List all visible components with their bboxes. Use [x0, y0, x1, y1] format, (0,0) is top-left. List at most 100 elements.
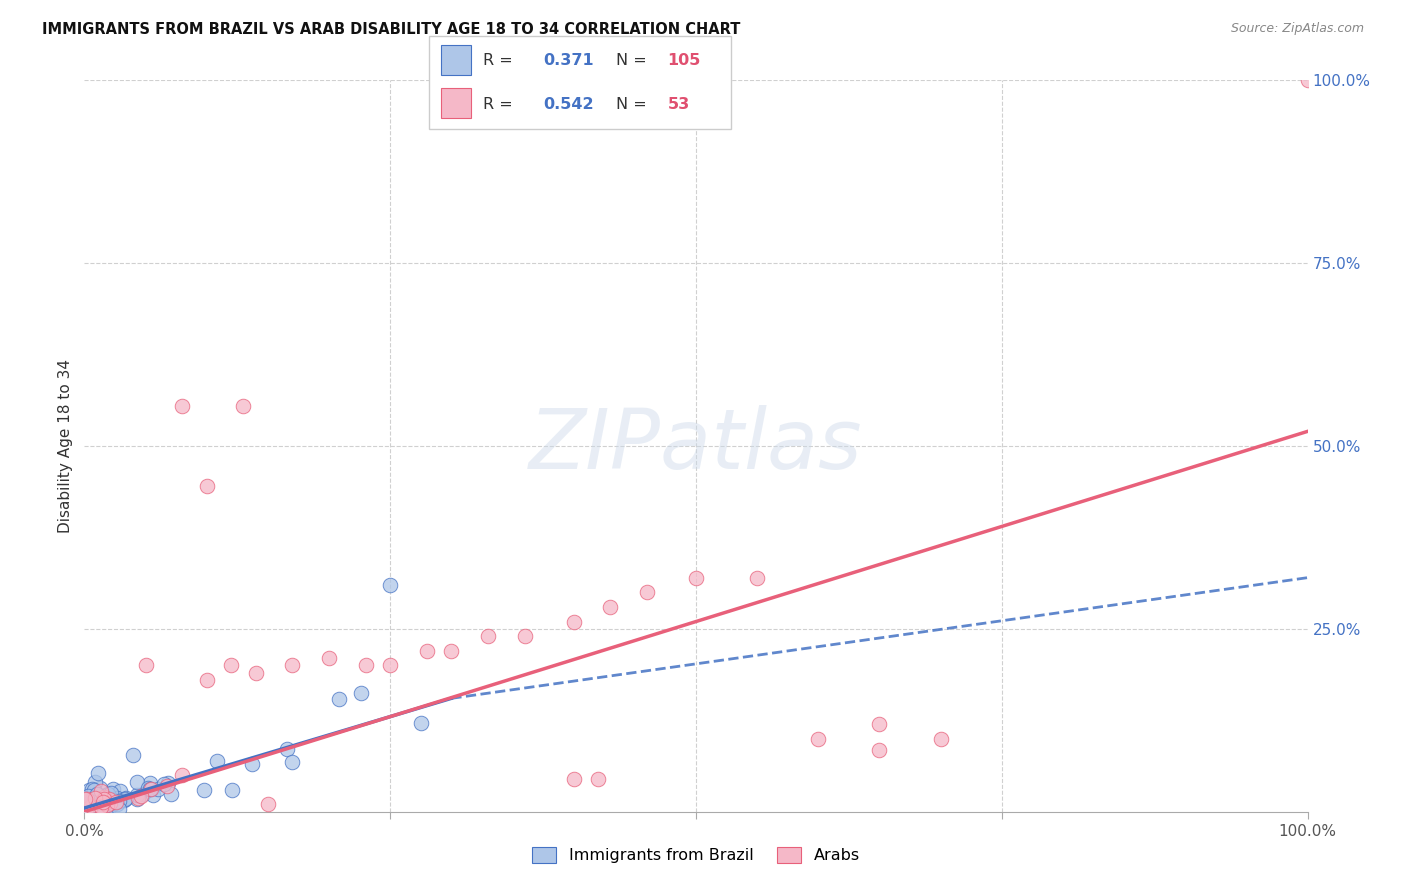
Point: [83, 800, 105, 814]
Point: [79, 793, 101, 807]
Point: [869, 742, 891, 756]
Point: [232, 399, 254, 413]
Point: [172, 399, 194, 413]
Point: [136, 780, 159, 795]
Point: [87, 800, 110, 814]
Point: [98, 798, 121, 813]
Point: [98, 792, 121, 806]
Point: [636, 585, 658, 599]
Point: [89, 780, 111, 795]
Point: [82, 798, 104, 813]
Point: [80, 795, 103, 809]
Point: [90, 798, 112, 813]
Point: [86, 790, 108, 805]
Point: [135, 658, 157, 673]
Point: [91, 795, 114, 809]
Point: [108, 802, 131, 816]
Point: [409, 715, 432, 730]
Point: [80, 789, 103, 803]
Text: R =: R =: [484, 96, 513, 112]
Point: [89, 800, 111, 814]
Point: [75, 798, 97, 813]
Point: [83, 775, 105, 789]
Point: [93, 790, 115, 805]
Point: [79, 782, 101, 797]
Point: [82, 801, 104, 815]
Text: 0.542: 0.542: [544, 96, 595, 112]
Point: [73, 797, 96, 812]
Point: [75, 803, 97, 817]
Point: [105, 790, 128, 805]
Point: [257, 797, 280, 812]
Point: [90, 800, 112, 814]
Point: [142, 788, 165, 802]
Point: [139, 782, 162, 797]
Point: [139, 776, 162, 790]
Point: [103, 793, 125, 807]
Point: [93, 798, 115, 813]
Point: [562, 615, 585, 629]
Point: [513, 629, 536, 643]
Text: 105: 105: [668, 54, 702, 69]
Point: [328, 691, 350, 706]
Point: [86, 792, 108, 806]
Legend: Immigrants from Brazil, Arabs: Immigrants from Brazil, Arabs: [526, 840, 866, 870]
Point: [1296, 73, 1319, 87]
Point: [84, 789, 107, 804]
Point: [599, 599, 621, 614]
Point: [84, 795, 107, 809]
Text: 53: 53: [668, 96, 690, 112]
Point: [101, 797, 124, 811]
Point: [76, 803, 98, 817]
Point: [354, 658, 377, 673]
Point: [76, 797, 98, 812]
Point: [929, 731, 952, 746]
Point: [240, 756, 263, 771]
Point: [125, 774, 148, 789]
Point: [160, 787, 183, 801]
Point: [87, 793, 110, 807]
Point: [73, 798, 96, 813]
Point: [100, 786, 122, 800]
FancyBboxPatch shape: [429, 36, 731, 129]
Point: [84, 793, 107, 807]
Point: [84, 787, 107, 801]
Point: [80, 788, 103, 802]
Point: [96, 798, 118, 813]
Point: [79, 798, 101, 813]
Point: [380, 658, 402, 673]
Point: [75, 804, 97, 818]
Point: [96, 798, 118, 813]
Point: [101, 782, 124, 797]
Point: [114, 792, 136, 806]
Point: [76, 791, 98, 805]
Point: [281, 658, 304, 673]
Text: N =: N =: [616, 54, 647, 69]
Point: [76, 799, 98, 814]
Point: [76, 791, 98, 805]
Point: [82, 782, 104, 797]
Point: [82, 802, 104, 816]
Text: ZIPatlas: ZIPatlas: [529, 406, 863, 486]
Point: [477, 629, 499, 643]
Y-axis label: Disability Age 18 to 34: Disability Age 18 to 34: [58, 359, 73, 533]
Point: [132, 787, 155, 801]
Point: [97, 792, 120, 806]
Point: [90, 793, 112, 807]
Point: [86, 801, 108, 815]
Point: [104, 795, 127, 809]
Point: [87, 801, 110, 815]
Point: [83, 783, 105, 797]
Point: [75, 802, 97, 816]
Point: [86, 789, 108, 804]
Point: [108, 794, 131, 808]
Point: [93, 791, 115, 805]
Point: [89, 798, 111, 813]
Point: [380, 578, 402, 592]
Point: [245, 665, 267, 680]
Point: [98, 794, 121, 808]
Point: [83, 797, 105, 811]
Point: [93, 789, 115, 804]
Point: [221, 782, 243, 797]
Point: [87, 789, 110, 803]
